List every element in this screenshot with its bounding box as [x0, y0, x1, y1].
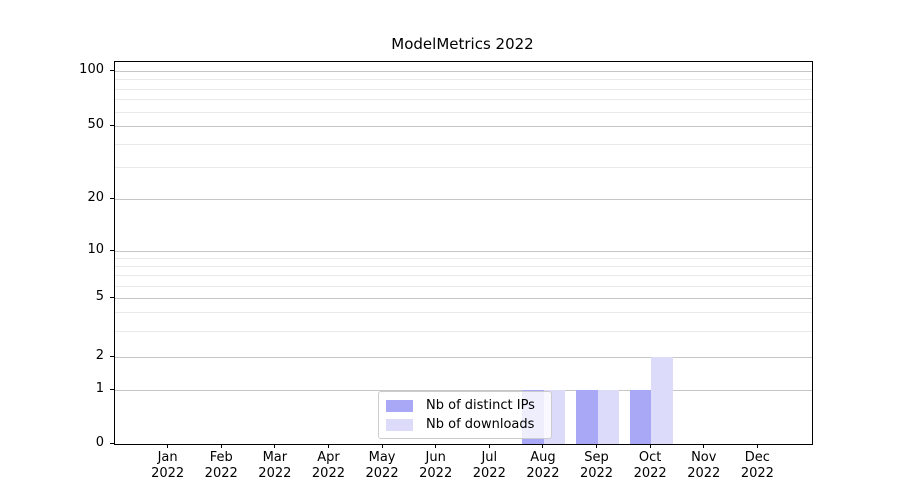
minor-gridline [115, 275, 812, 276]
y-axis-tick [110, 250, 114, 251]
x-axis-tick [274, 444, 276, 448]
y-tick-label: 1 [95, 381, 104, 396]
x-axis-tick [596, 444, 598, 448]
legend-swatch-distinct-ips [386, 399, 413, 412]
x-axis-tick [167, 444, 169, 448]
y-tick-label: 50 [87, 117, 104, 132]
minor-gridline [115, 79, 812, 80]
minor-gridline [115, 331, 812, 332]
x-tick-label: May 2022 [365, 450, 399, 481]
major-gridline [115, 71, 812, 72]
x-axis-tick [488, 444, 490, 448]
x-tick-label: Mar 2022 [258, 450, 292, 481]
bar-downloads [651, 357, 673, 444]
y-axis-tick [110, 125, 114, 126]
y-axis-tick [110, 443, 114, 444]
minor-gridline [115, 266, 812, 267]
minor-gridline [115, 258, 812, 259]
y-axis-tick [110, 198, 114, 199]
y-axis-tick [110, 356, 114, 357]
minor-gridline [115, 144, 812, 145]
x-tick-label: Oct 2022 [633, 450, 667, 481]
major-gridline [115, 251, 812, 252]
x-tick-label: Feb 2022 [204, 450, 238, 481]
major-gridline [115, 357, 812, 358]
x-axis-tick [756, 444, 758, 448]
x-tick-label: Dec 2022 [740, 450, 774, 481]
y-tick-label: 10 [87, 242, 104, 257]
minor-gridline [115, 112, 812, 113]
y-tick-label: 0 [95, 435, 104, 450]
y-tick-label: 20 [87, 190, 104, 205]
major-gridline [115, 298, 812, 299]
x-tick-label: Jul 2022 [472, 450, 506, 481]
y-tick-label: 2 [95, 348, 104, 363]
x-tick-label: Jun 2022 [419, 450, 453, 481]
x-tick-label: Nov 2022 [687, 450, 721, 481]
legend-label-downloads: Nb of downloads [426, 417, 535, 432]
minor-gridline [115, 89, 812, 90]
x-axis-tick [703, 444, 705, 448]
minor-gridline [115, 312, 812, 313]
x-axis-tick [381, 444, 383, 448]
x-tick-label: Apr 2022 [311, 450, 345, 481]
minor-gridline [115, 286, 812, 287]
x-tick-label: Jan 2022 [151, 450, 185, 481]
chart-title: ModelMetrics 2022 [391, 35, 534, 53]
plot-area: Nb of distinct IPs Nb of downloads [114, 61, 813, 445]
legend: Nb of distinct IPs Nb of downloads [378, 391, 552, 439]
legend-swatch-downloads [386, 418, 413, 431]
bar-distinct-ips [629, 390, 652, 444]
x-axis-tick [649, 444, 651, 448]
y-axis-tick [110, 70, 114, 71]
bar-distinct-ips [576, 390, 598, 444]
legend-label-distinct-ips: Nb of distinct IPs [426, 398, 535, 413]
major-gridline [115, 126, 812, 127]
x-axis-tick [542, 444, 544, 448]
y-axis-tick [110, 297, 114, 298]
x-axis-tick [435, 444, 437, 448]
y-axis-tick [110, 389, 114, 390]
y-tick-label: 5 [95, 289, 104, 304]
legend-item-downloads: Nb of downloads [386, 416, 543, 433]
x-axis-tick [220, 444, 222, 448]
x-tick-label: Sep 2022 [579, 450, 614, 481]
x-axis-tick [327, 444, 329, 448]
major-gridline [115, 199, 812, 200]
y-tick-label: 100 [79, 62, 104, 77]
bar-downloads [597, 390, 619, 444]
legend-item-distinct-ips: Nb of distinct IPs [386, 397, 543, 414]
minor-gridline [115, 99, 812, 100]
x-tick-label: Aug 2022 [526, 450, 560, 481]
minor-gridline [115, 167, 812, 168]
major-gridline [115, 390, 812, 391]
